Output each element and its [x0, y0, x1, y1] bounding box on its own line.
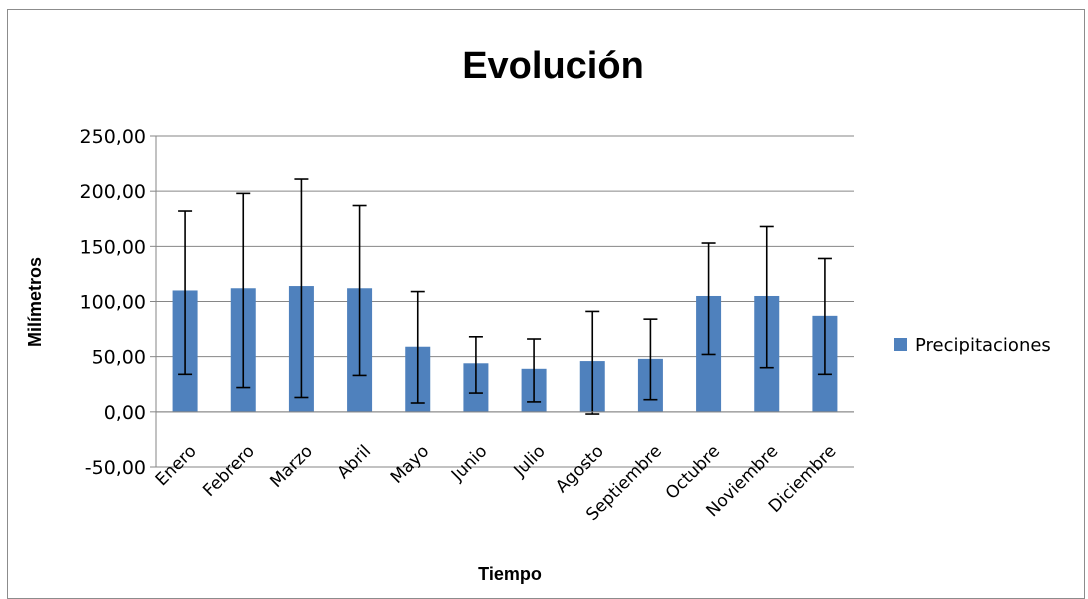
bars: [173, 286, 838, 412]
legend: Precipitaciones: [894, 335, 1051, 356]
y-tick-label: 250,00: [80, 126, 146, 148]
y-tick-label: 100,00: [80, 292, 146, 314]
error-bars: [178, 179, 832, 414]
x-tick-label: Julio: [510, 441, 550, 481]
y-tick-label: 200,00: [80, 181, 146, 203]
legend-label: Precipitaciones: [915, 335, 1051, 356]
y-tick-label: -50,00: [85, 457, 146, 479]
y-tick-label: 50,00: [92, 347, 146, 369]
gridlines: [156, 136, 854, 467]
x-tick-label: Abril: [333, 441, 375, 483]
y-tick-label: 0,00: [104, 402, 146, 424]
chart-title: Evolución: [462, 45, 644, 87]
x-tick-label: Enero: [152, 441, 201, 490]
x-tick-label: Junio: [447, 441, 491, 485]
y-axis-ticks: 250,00 200,00 150,00 100,00 50,00 0,00 -50,00: [80, 126, 156, 479]
x-tick-label: Febrero: [199, 441, 259, 501]
x-axis-title: Tiempo: [478, 564, 542, 584]
legend-swatch: [894, 338, 907, 351]
x-tick-label: Agosto: [552, 441, 608, 497]
y-tick-label: 150,00: [80, 236, 146, 258]
x-tick-label: Mayo: [387, 441, 433, 487]
y-axis-title: Milímetros: [25, 257, 45, 347]
